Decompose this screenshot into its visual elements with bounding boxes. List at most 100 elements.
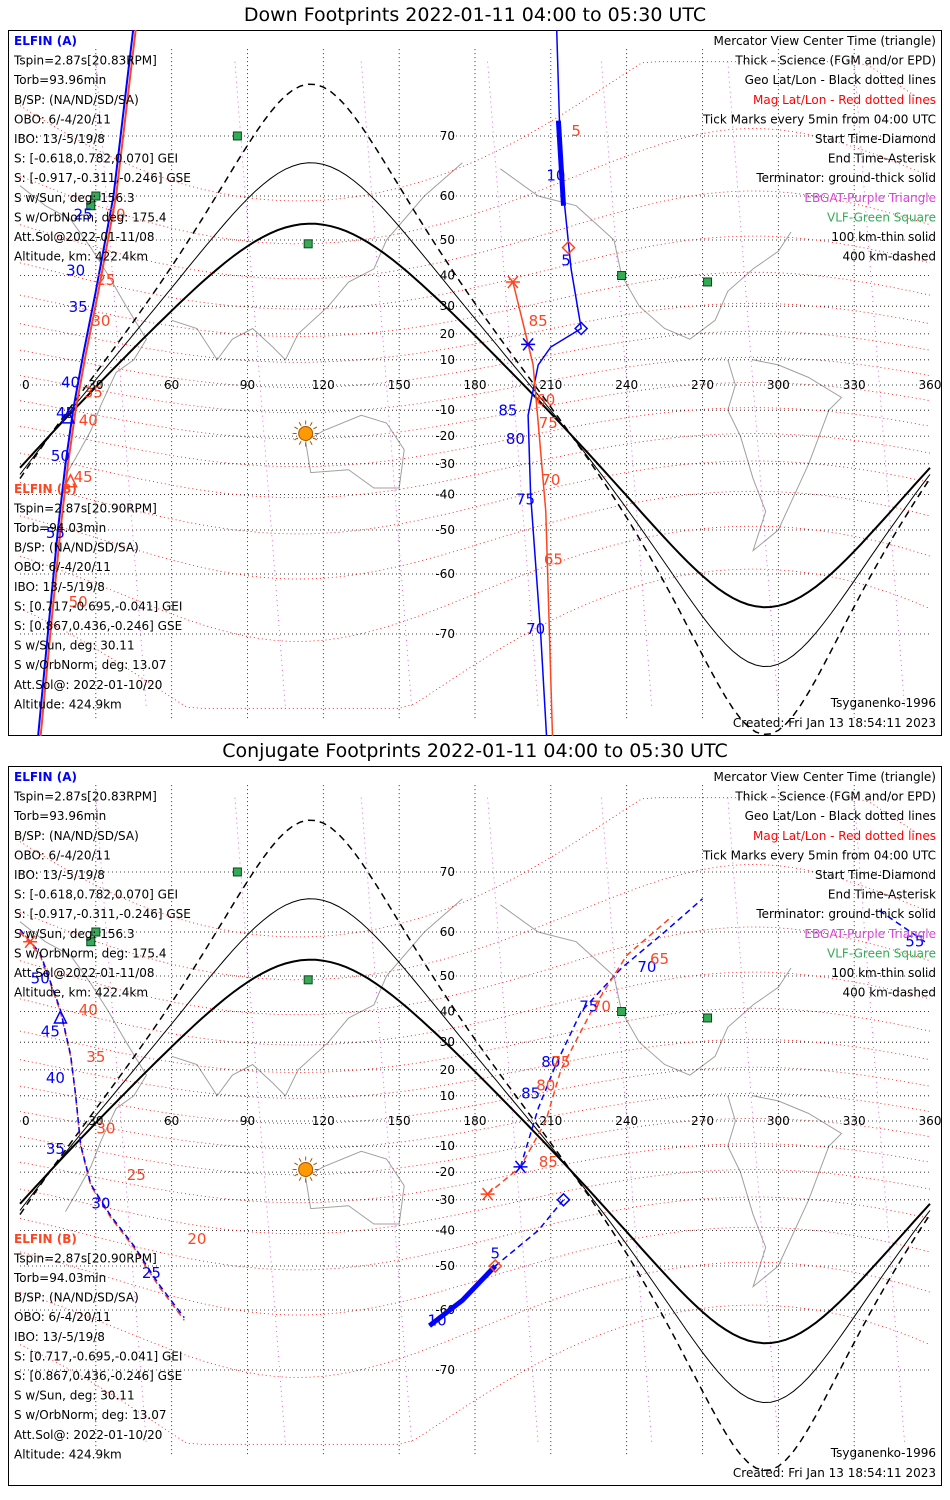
elfin-b-minute-label: 25 xyxy=(96,271,115,289)
coastline xyxy=(305,1150,405,1225)
sun-ray xyxy=(294,437,299,441)
lat-tick-label: -70 xyxy=(435,1363,455,1377)
conjugate-panel-title: Conjugate Footprints 2022-01-11 04:00 to… xyxy=(222,740,728,762)
vlf-station-square xyxy=(703,277,713,287)
lat-tick-label: -60 xyxy=(435,1303,455,1317)
mag-meridian xyxy=(853,61,906,709)
mag-latitude-line xyxy=(19,1007,931,1073)
start-time-diamond xyxy=(556,1192,571,1207)
mag-meridian xyxy=(727,61,779,709)
elfin-a-minute-label: 80 xyxy=(506,430,525,448)
vlf-station-square xyxy=(86,201,96,211)
elfin-a-info-line: Att.Sol@2022-01-11/08 xyxy=(14,966,155,980)
vlf-station-square xyxy=(617,1007,627,1017)
sun-ray xyxy=(309,1177,313,1181)
mag-latitude-line xyxy=(19,128,931,245)
end-time-asterisk xyxy=(513,1160,528,1174)
lat-tick-label: 50 xyxy=(440,233,455,247)
sun-ray xyxy=(294,1173,299,1177)
coastline xyxy=(727,359,843,553)
sun-icon xyxy=(298,1161,314,1177)
center-time-triangle xyxy=(60,409,76,424)
legend-entry: Tick Marks every 5min from 04:00 UTC xyxy=(702,112,936,126)
legend-entry: Terminator: ground-thick solid xyxy=(755,907,936,921)
lat-tick-label: 20 xyxy=(440,1063,455,1077)
elfin-a-minute-label: 40 xyxy=(46,1069,65,1087)
elfin-b-minute-label: 40 xyxy=(79,412,98,430)
start-time-diamond xyxy=(488,1258,503,1274)
elfin-b-info-line: Tspin=2.87s[20.90RPM] xyxy=(13,1251,157,1265)
lon-tick-label: 120 xyxy=(312,1114,335,1128)
lon-tick-label: 150 xyxy=(388,1114,411,1128)
model-label: Tsyganenko-1996 xyxy=(830,696,936,710)
elfin-a-info-line: OBO: 6/-4/20/11 xyxy=(14,112,111,126)
elfin-a-minute-label: 10 xyxy=(546,166,565,184)
mag-latitude-line xyxy=(19,61,931,202)
elfin-b-header: ELFIN (B) xyxy=(14,1232,77,1246)
lon-tick-label: 0 xyxy=(22,1114,30,1128)
elfin-b-minute-label: 5 xyxy=(571,122,581,140)
elfin-b-track xyxy=(512,281,554,736)
lon-tick-label: 60 xyxy=(164,378,179,392)
coastline xyxy=(171,162,463,361)
mag-latitude-line xyxy=(19,460,931,535)
vlf-station-square xyxy=(91,927,101,937)
lat-tick-label: 10 xyxy=(440,353,455,367)
elfin-b-info-line: Att.Sol@: 2022-01-10/20 xyxy=(14,1428,162,1442)
elfin-b-info-line: S: [0.717,-0.695,-0.041] GEI xyxy=(14,1349,182,1363)
sun-ray xyxy=(294,426,299,430)
elfin-a-minute-label: 50 xyxy=(31,970,50,988)
elfin-b-minute-label: 70 xyxy=(541,471,560,489)
legend-entry: Terminator: ground-thick solid xyxy=(755,171,936,185)
elfin-a-minute-label: 85 xyxy=(521,1084,540,1102)
lat-tick-label: -30 xyxy=(435,457,455,471)
lat-tick-label: -10 xyxy=(435,1139,455,1153)
elfin-b-minute-label: 75 xyxy=(539,414,558,432)
lat-tick-label: 20 xyxy=(440,327,455,341)
elfin-a-minute-label: 35 xyxy=(46,1140,65,1158)
elfin-b-info-line: IBO: 13/-5/19/8 xyxy=(14,580,105,594)
model-label: Tsyganenko-1996 xyxy=(830,1446,936,1460)
legend-entry: 100 km-thin solid xyxy=(831,966,936,980)
sun-ray xyxy=(298,441,302,445)
lat-tick-label: 10 xyxy=(440,1089,455,1103)
lat-tick-label: 60 xyxy=(440,925,455,939)
lon-tick-label: 60 xyxy=(164,1114,179,1128)
conjugate-footprints-map: 0 30 60 90 120 150 180 210 240 270 300 330 360 70 60 50… xyxy=(8,766,942,1486)
elfin-b-info-line: Tspin=2.87s[20.90RPM] xyxy=(13,501,157,515)
elfin-a-info-line: S: [-0.917,-0.311,-0.246] GSE xyxy=(14,907,191,921)
legend-entry: Thick - Science (FGM and/or EPD) xyxy=(734,54,936,68)
lon-tick-label: 90 xyxy=(240,1114,255,1128)
elfin-b-info-line: S w/OrbNorm, deg: 13.07 xyxy=(14,1408,166,1422)
mag-latitude-line xyxy=(19,433,931,499)
elfin-a-info-line: S w/Sun, deg: 156.3 xyxy=(14,191,135,205)
vlf-station-square xyxy=(232,131,242,141)
coastline xyxy=(500,168,792,340)
elfin-b-info-line: S: [0.867,0.436,-0.246] GSE xyxy=(14,1369,182,1383)
lon-tick-label: 150 xyxy=(388,378,411,392)
elfin-a-minute-label: 10 xyxy=(428,1312,447,1330)
sun-ray xyxy=(298,1157,302,1162)
lat-tick-label: -40 xyxy=(435,487,455,501)
lon-tick-label: 270 xyxy=(691,378,714,392)
elfin-b-minute-label: 50 xyxy=(69,593,88,611)
elfin-a-info-line: S: [-0.917,-0.311,-0.246] GSE xyxy=(14,171,191,185)
elfin-a-minute-label: 70 xyxy=(526,620,545,638)
elfin-a-minute-label: 45 xyxy=(41,1022,60,1040)
elfin-b-minute-label: 25 xyxy=(127,1166,146,1184)
terminator-ground xyxy=(19,958,931,1345)
terminator-ground xyxy=(19,222,931,609)
elfin-a-minute-label: 35 xyxy=(69,298,88,316)
terminator-100km xyxy=(19,898,931,1404)
elfin-a-minute-label: 25 xyxy=(142,1264,161,1282)
legend-entry: Mag Lat/Lon - Red dotted lines xyxy=(753,93,936,107)
elfin-b-minute-label: 40 xyxy=(79,1001,98,1019)
elfin-a-info-line: S w/OrbNorm, deg: 175.4 xyxy=(14,210,166,224)
elfin-a-track xyxy=(878,909,926,943)
elfin-a-info-line: IBO: 13/-5/19/8 xyxy=(14,868,105,882)
elfin-a-minute-label: 75 xyxy=(516,491,535,509)
vlf-station-square xyxy=(303,239,313,249)
elfin-a-info-line: Att.Sol@2022-01-11/08 xyxy=(14,230,155,244)
elfin-b-info-line: B/SP: (NA/ND/SD/SA) xyxy=(14,541,139,555)
lat-tick-label: -60 xyxy=(435,567,455,581)
